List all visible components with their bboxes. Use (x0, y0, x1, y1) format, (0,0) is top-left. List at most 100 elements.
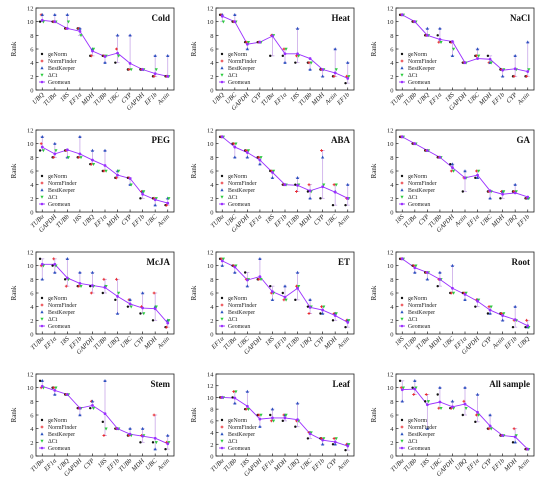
point-geomean (271, 290, 274, 294)
legend-label-genorm: geNorm (48, 174, 67, 180)
legend-marker-bestkeeper (220, 310, 224, 314)
point-bestkeeper (128, 33, 132, 37)
point-geomean (283, 416, 287, 420)
legend-marker-dct (40, 317, 44, 321)
point-geomean (245, 404, 249, 408)
point-normfinder (89, 291, 93, 295)
point-normfinder (269, 419, 273, 423)
point-dct (259, 413, 263, 417)
point-bestkeeper (308, 298, 312, 302)
y-tick-label: 4 (30, 304, 34, 311)
legend-marker-dct (400, 439, 404, 443)
x-tick-label: MDH (477, 91, 493, 107)
legend-marker-bestkeeper (400, 66, 404, 70)
x-tick-label: EF1α (92, 213, 108, 229)
legend-label-geomean: Geomean (408, 446, 430, 452)
y-tick-label: 0 (390, 454, 393, 461)
point-bestkeeper (438, 26, 442, 30)
point-genorm (139, 197, 142, 200)
point-bestkeeper (103, 60, 107, 64)
point-normfinder (257, 155, 261, 159)
y-tick-label: 0 (30, 88, 33, 95)
point-geomean (425, 149, 429, 152)
point-geomean (258, 275, 262, 278)
point-bestkeeper (90, 399, 95, 403)
legend-label-dct: ΔCt (228, 195, 238, 201)
point-dct (129, 305, 133, 309)
legend-marker-geomean (220, 202, 224, 206)
point-geomean (283, 52, 287, 56)
point-genorm (344, 448, 347, 452)
y-tick-label: 8 (390, 399, 393, 406)
point-geomean (463, 176, 467, 180)
point-genorm (524, 325, 527, 329)
legend-label-genorm: geNorm (228, 174, 247, 180)
legend-label-bestkeeper: BestKeeper (48, 432, 75, 438)
point-genorm (269, 284, 272, 288)
point-geomean (346, 76, 350, 80)
panel-title: GA (517, 135, 531, 145)
y-tick-label: 2 (210, 196, 213, 203)
legend-marker-genorm (40, 174, 44, 178)
y-tick-label: 4 (390, 182, 394, 189)
point-geomean (513, 435, 517, 439)
point-bestkeeper (513, 54, 517, 58)
point-genorm (331, 443, 335, 446)
point-bestkeeper (488, 311, 492, 315)
y-tick-label: 2 (210, 318, 213, 325)
legend-label-genorm: geNorm (408, 52, 427, 58)
point-geomean (233, 265, 237, 269)
legend-marker-genorm (400, 296, 404, 300)
point-normfinder (219, 257, 223, 261)
point-bestkeeper (65, 257, 69, 261)
point-genorm (306, 305, 310, 308)
point-geomean (103, 286, 107, 289)
point-genorm (331, 319, 335, 322)
point-dct (414, 386, 418, 390)
point-normfinder (500, 312, 503, 315)
point-bestkeeper (245, 47, 249, 51)
point-geomean (463, 61, 467, 65)
x-tick-label: UBQ (299, 335, 314, 350)
legend-marker-normfinder (400, 181, 404, 185)
point-dct (271, 419, 276, 423)
y-axis-label: Rank (10, 407, 18, 422)
legend-marker-geomean (40, 324, 44, 328)
point-dct (284, 47, 288, 51)
point-dct (439, 40, 443, 44)
point-geomean (526, 324, 530, 328)
legend-marker-normfinder (40, 181, 44, 185)
point-bestkeeper (270, 407, 275, 411)
point-normfinder (345, 74, 349, 78)
x-tick-label: UBQ (287, 457, 302, 472)
point-bestkeeper (513, 440, 517, 444)
point-geomean (488, 308, 492, 312)
x-tick-label: TUBb (402, 91, 418, 107)
point-bestkeeper (475, 176, 480, 180)
legend-label-dct: ΔCt (48, 73, 58, 79)
point-bestkeeper (488, 413, 492, 417)
x-tick-label: MDH (272, 457, 288, 473)
y-tick-label: 4 (30, 182, 34, 189)
point-geomean (513, 67, 517, 71)
legend-marker-genorm (220, 418, 224, 422)
point-geomean (476, 299, 479, 303)
legend-label-geomean: Geomean (408, 202, 430, 208)
x-tick-label: EF1b (130, 213, 146, 229)
y-tick-label: 0 (30, 332, 33, 339)
legend-label-bestkeeper: BestKeeper (408, 310, 435, 316)
point-genorm (294, 61, 297, 64)
point-geomean (346, 320, 350, 324)
x-tick-label: CYP (313, 213, 326, 226)
legend-marker-bestkeeper (40, 66, 44, 70)
x-tick-label: CYP (325, 457, 338, 470)
legend-marker-geomean (40, 446, 44, 450)
legend-label-dct: ΔCt (48, 439, 58, 445)
point-geomean (463, 402, 467, 406)
legend-label-genorm: geNorm (408, 296, 427, 302)
point-dct (54, 386, 58, 390)
legend-label-geomean: Geomean (228, 202, 250, 208)
point-geomean (413, 266, 417, 270)
